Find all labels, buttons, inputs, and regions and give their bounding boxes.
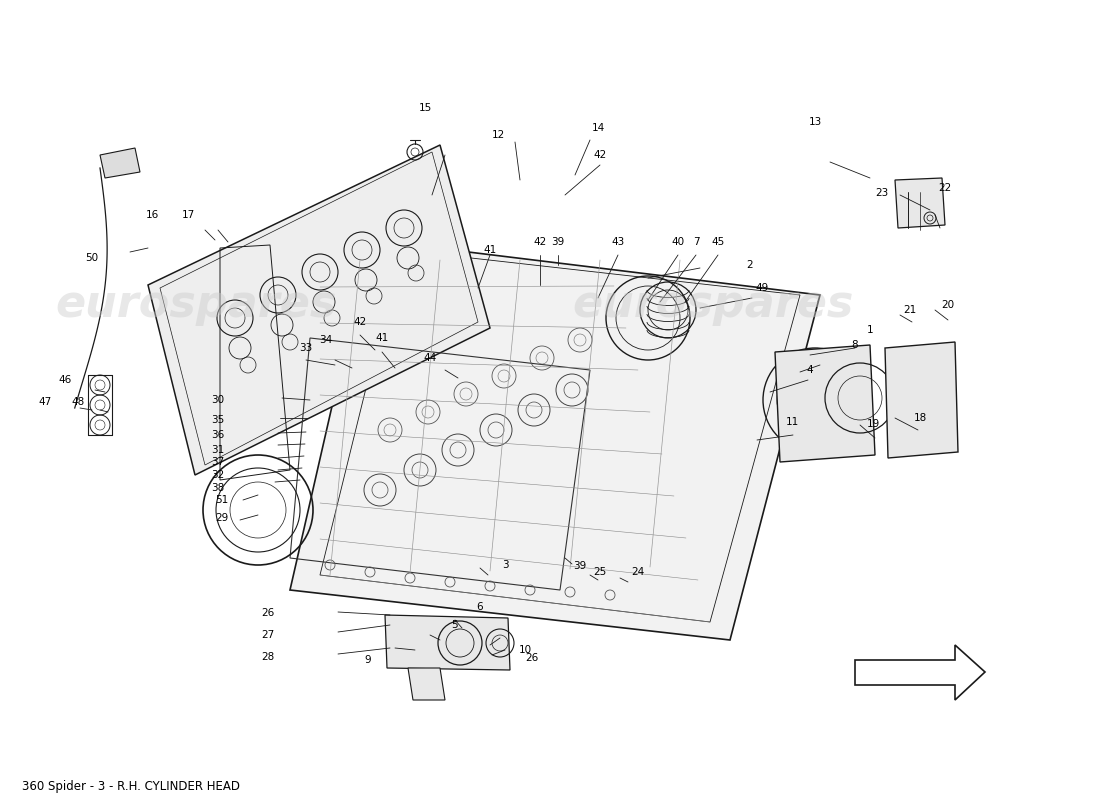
Text: 39: 39: [573, 561, 586, 571]
Text: 28: 28: [262, 652, 275, 662]
Text: 26: 26: [262, 608, 275, 618]
Text: 21: 21: [903, 305, 916, 315]
Text: 36: 36: [211, 430, 224, 440]
Text: 8: 8: [851, 340, 858, 350]
Text: 26: 26: [526, 653, 539, 663]
Text: 10: 10: [518, 645, 531, 655]
Text: 33: 33: [299, 343, 312, 353]
Polygon shape: [148, 145, 490, 475]
Text: 42: 42: [593, 150, 606, 160]
Polygon shape: [385, 615, 510, 670]
Text: 11: 11: [785, 417, 799, 427]
Text: 22: 22: [938, 183, 952, 193]
Text: 29: 29: [216, 513, 229, 523]
Text: 31: 31: [211, 445, 224, 455]
Text: 51: 51: [216, 495, 229, 505]
Text: 35: 35: [211, 415, 224, 425]
Text: 50: 50: [86, 253, 99, 263]
Text: eurospares: eurospares: [572, 282, 854, 326]
Text: 37: 37: [211, 457, 224, 467]
Text: 24: 24: [631, 567, 645, 577]
Text: 4: 4: [806, 365, 813, 375]
Polygon shape: [886, 342, 958, 458]
Text: 13: 13: [808, 117, 822, 127]
Text: 39: 39: [551, 237, 564, 247]
Text: 15: 15: [418, 103, 431, 113]
Text: 360 Spider - 3 - R.H. CYLINDER HEAD: 360 Spider - 3 - R.H. CYLINDER HEAD: [22, 780, 240, 793]
Text: 30: 30: [211, 395, 224, 405]
Text: 14: 14: [592, 123, 605, 133]
Text: 23: 23: [876, 188, 889, 198]
Text: 46: 46: [58, 375, 72, 385]
Text: eurospares: eurospares: [55, 282, 337, 326]
Text: 17: 17: [182, 210, 195, 220]
Text: 6: 6: [476, 602, 483, 612]
Text: 32: 32: [211, 470, 224, 480]
Polygon shape: [776, 345, 875, 462]
Text: 9: 9: [365, 655, 372, 665]
Text: 12: 12: [492, 130, 505, 140]
Text: 45: 45: [712, 237, 725, 247]
Text: 47: 47: [39, 397, 52, 407]
Text: 27: 27: [262, 630, 275, 640]
Text: 25: 25: [593, 567, 606, 577]
Polygon shape: [895, 178, 945, 228]
Text: 19: 19: [867, 419, 880, 429]
Text: 1: 1: [867, 325, 873, 335]
Text: 7: 7: [693, 237, 700, 247]
Text: 5: 5: [452, 620, 459, 630]
Text: 2: 2: [747, 260, 754, 270]
Text: 41: 41: [483, 245, 496, 255]
Polygon shape: [290, 240, 820, 640]
Text: 3: 3: [502, 560, 508, 570]
Text: 41: 41: [375, 333, 388, 343]
Text: 20: 20: [942, 300, 955, 310]
Text: 43: 43: [612, 237, 625, 247]
Text: 16: 16: [145, 210, 158, 220]
Polygon shape: [408, 668, 446, 700]
Text: 40: 40: [671, 237, 684, 247]
Text: 34: 34: [319, 335, 332, 345]
Text: 44: 44: [424, 353, 437, 363]
Text: 18: 18: [913, 413, 926, 423]
Text: 38: 38: [211, 483, 224, 493]
Text: 49: 49: [756, 283, 769, 293]
Polygon shape: [100, 148, 140, 178]
Text: 48: 48: [72, 397, 85, 407]
Text: 42: 42: [353, 317, 366, 327]
Text: 42: 42: [534, 237, 547, 247]
